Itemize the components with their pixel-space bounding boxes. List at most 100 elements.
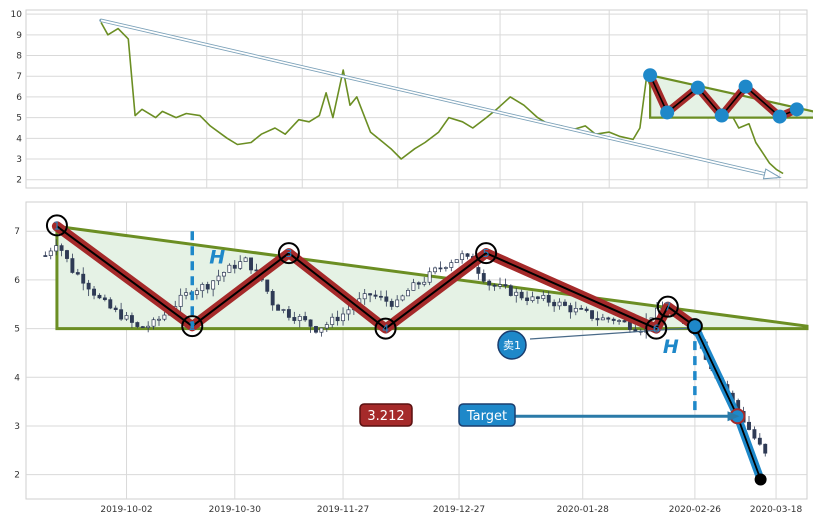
candle-body — [308, 319, 313, 327]
pattern-point-circle — [45, 214, 68, 237]
pattern-line — [56, 225, 696, 330]
candle-body — [211, 280, 216, 290]
candle-body — [59, 245, 64, 251]
mini-pattern-point — [690, 80, 705, 95]
pattern-point-label: 3 — [285, 247, 292, 260]
candle-body — [205, 284, 210, 290]
candle-body — [319, 327, 324, 333]
candle-body — [92, 288, 96, 296]
candle-body — [757, 437, 762, 445]
triangle-pattern — [55, 224, 809, 331]
candle-body — [438, 267, 443, 270]
candle-body — [184, 292, 189, 296]
candle-body — [600, 317, 605, 321]
candle-body — [243, 257, 248, 262]
candle-body — [422, 281, 427, 285]
candle-body — [335, 316, 340, 322]
overview-y-tick: 4 — [16, 134, 22, 144]
candle-body — [48, 250, 53, 256]
pattern-point-circle — [181, 315, 204, 338]
candle-body — [525, 297, 530, 302]
trend-arrow-fill — [100, 19, 777, 178]
candle-body — [611, 318, 616, 321]
candle-body — [606, 317, 611, 320]
candle-body — [633, 329, 638, 332]
candle-body — [43, 255, 48, 257]
pattern-point-circle — [475, 242, 498, 265]
candle-body — [373, 294, 378, 297]
detail-y-tick: 4 — [14, 373, 20, 383]
candle-body — [427, 271, 432, 283]
candle-body — [146, 325, 151, 328]
detail-x-tick: 2019-10-30 — [209, 505, 262, 515]
candle-body — [443, 267, 448, 269]
detail-x-tick: 2019-12-27 — [433, 505, 485, 515]
candle-body — [265, 279, 270, 292]
target-badge — [458, 403, 516, 427]
pattern-point-label: 6 — [653, 323, 660, 336]
overview-y-tick: 8 — [16, 52, 22, 62]
candle-body — [238, 261, 243, 269]
candle-body — [395, 299, 400, 307]
candle-body — [54, 245, 59, 252]
candle-body — [75, 272, 80, 275]
candle-body — [503, 284, 508, 287]
overview-y-tick: 9 — [16, 31, 22, 41]
detail-y-tick: 5 — [14, 325, 20, 335]
overview-y-tick: 6 — [16, 93, 22, 103]
mini-pattern-point — [738, 79, 753, 94]
candle-body — [552, 301, 557, 307]
candle-body — [584, 308, 589, 311]
candle-body — [135, 322, 140, 327]
detail-y-tick: 2 — [14, 471, 20, 481]
candle-body — [579, 308, 584, 310]
candle-body — [249, 257, 253, 271]
candle-body — [65, 250, 69, 259]
candle-body — [508, 285, 513, 296]
candle-body — [763, 443, 768, 454]
candle-body — [113, 307, 118, 310]
candle-body — [368, 293, 373, 296]
candle-body — [227, 264, 232, 273]
mini-pattern-point — [643, 68, 658, 83]
candle-body — [276, 304, 281, 311]
candle-body — [492, 284, 497, 287]
candle-body — [557, 301, 562, 307]
candle-body — [627, 321, 632, 330]
candle-body — [140, 326, 145, 328]
candle-body — [617, 320, 622, 322]
candle-body — [622, 320, 627, 323]
candle-body — [97, 294, 102, 299]
mini-pattern-point — [789, 102, 804, 117]
candle-body — [476, 267, 481, 274]
overview-panel: 2 3 4 5 6 7 8 9 10 — [11, 9, 813, 189]
candle-body — [465, 253, 470, 257]
pattern-point-circle — [374, 317, 397, 340]
candle-body — [563, 301, 567, 306]
detail-x-tick: 2019-11-27 — [317, 505, 369, 515]
candle-body — [330, 316, 335, 325]
candle-body — [378, 295, 383, 298]
candle-body — [216, 275, 221, 282]
candle-body — [747, 421, 751, 430]
detail-y-tick: 3 — [14, 422, 20, 432]
candle-body — [292, 317, 297, 321]
pattern-point-label: 5 — [483, 247, 490, 260]
mini-pattern-point — [714, 108, 729, 123]
detail-x-tick: 2019-10-02 — [100, 505, 152, 515]
candle-body — [341, 313, 345, 322]
candle-body — [70, 258, 75, 273]
candle-body — [400, 295, 405, 301]
candle-body — [595, 318, 600, 321]
overview-y-tick: 2 — [16, 176, 22, 186]
candle-body — [406, 290, 410, 297]
trend-arrow-head — [762, 168, 782, 180]
candle-body — [314, 326, 318, 333]
end-point — [754, 473, 767, 486]
overview-y-tick: 5 — [16, 114, 22, 124]
candle-body — [384, 296, 389, 302]
candle-body — [162, 314, 167, 320]
height-marker-label: H — [209, 246, 225, 268]
